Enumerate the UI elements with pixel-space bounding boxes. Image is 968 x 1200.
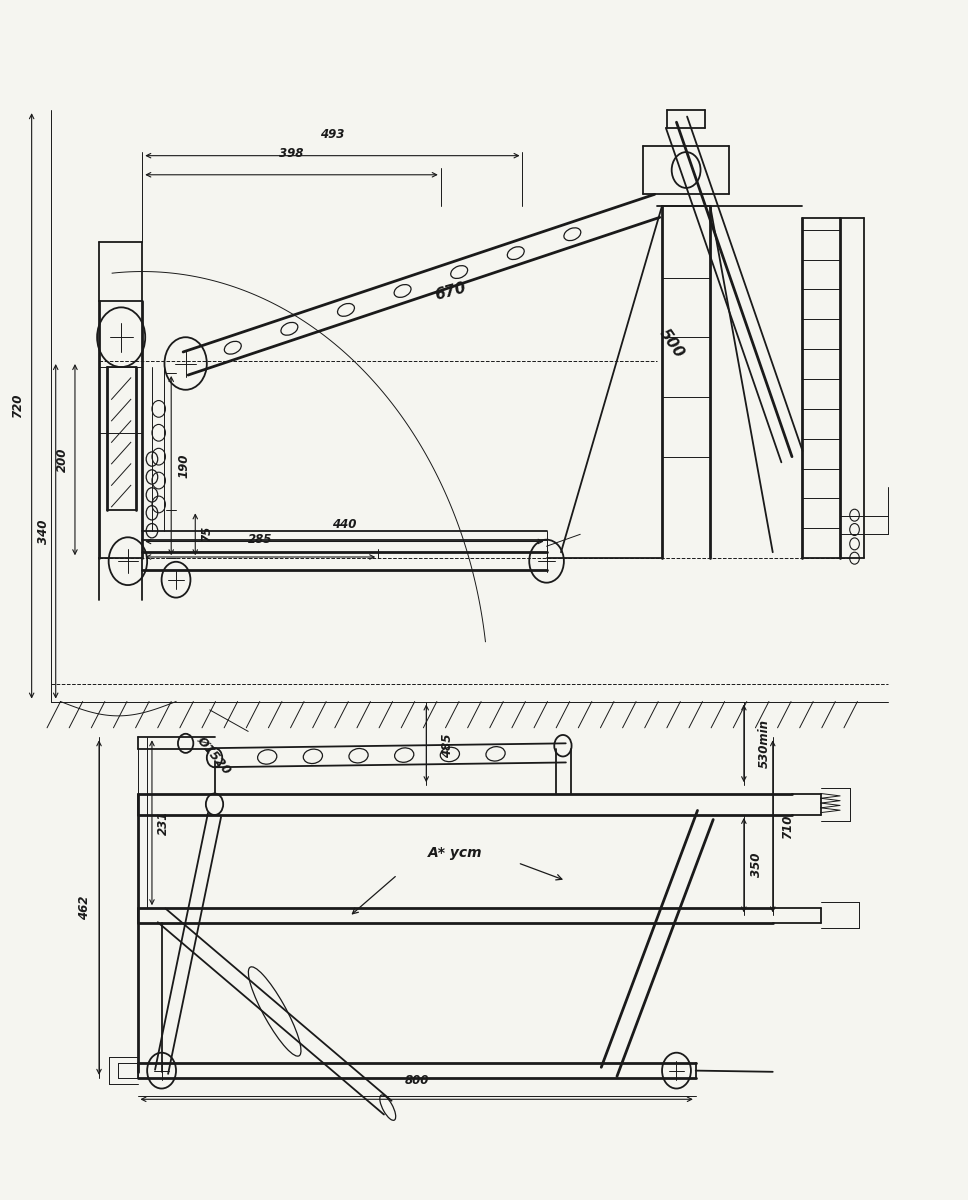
Text: 800: 800	[405, 1074, 429, 1087]
Text: 200: 200	[56, 448, 69, 472]
Text: 231: 231	[157, 810, 170, 835]
Text: 75: 75	[200, 526, 213, 542]
Text: 500: 500	[656, 326, 687, 360]
Text: 485: 485	[440, 733, 454, 758]
Text: 530min: 530min	[758, 719, 771, 768]
Text: 710: 710	[780, 814, 794, 839]
Text: 462: 462	[78, 895, 91, 919]
Text: 493: 493	[320, 128, 345, 142]
Text: Ø1520: Ø1520	[195, 733, 234, 776]
Text: 190: 190	[177, 454, 191, 478]
Text: 285: 285	[248, 533, 272, 546]
Text: 350: 350	[750, 853, 763, 877]
Text: 440: 440	[332, 517, 356, 530]
Text: 398: 398	[280, 148, 304, 161]
Text: A* ycm: A* ycm	[428, 846, 482, 860]
Text: 340: 340	[37, 520, 49, 544]
Text: 720: 720	[11, 394, 23, 418]
Text: 670: 670	[433, 281, 468, 304]
